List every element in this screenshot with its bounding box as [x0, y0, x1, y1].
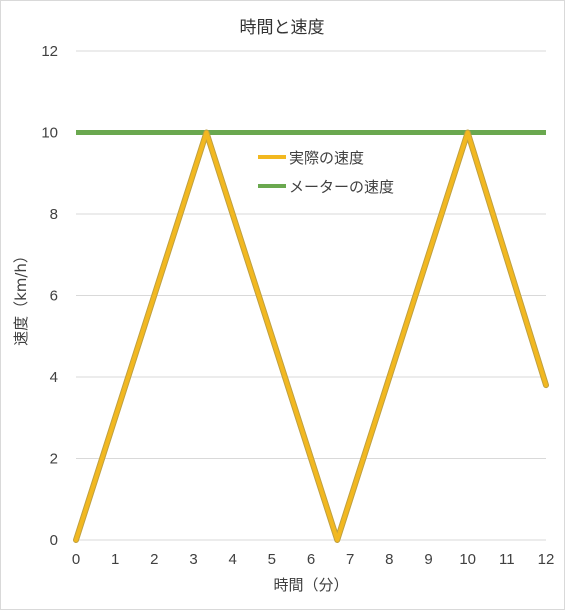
legend-label: 実際の速度: [289, 149, 364, 167]
x-tick-label: 0: [72, 551, 80, 568]
x-tick-label: 9: [424, 551, 432, 568]
x-tick-labels: 0 1 2 3 4 5 6 7 8 9 10 11 12: [72, 551, 555, 568]
x-tick-label: 5: [268, 551, 276, 568]
y-tick-label: 10: [41, 125, 58, 142]
y-tick-label: 0: [50, 532, 58, 549]
series-lines: [73, 129, 549, 543]
x-tick-label: 10: [459, 551, 476, 568]
x-tick-label: 2: [150, 551, 158, 568]
y-tick-label: 6: [50, 288, 58, 305]
x-tick-label: 3: [189, 551, 197, 568]
x-tick-label: 4: [228, 551, 236, 568]
chart-title: 時間と速度: [240, 18, 325, 38]
y-tick-label: 8: [50, 206, 58, 223]
y-tick-label: 4: [50, 369, 58, 386]
x-tick-label: 8: [385, 551, 393, 568]
x-tick-label: 12: [538, 551, 555, 568]
y-axis-label: 速度（km/h）: [12, 248, 30, 346]
x-tick-label: 6: [307, 551, 315, 568]
y-tick-label: 2: [50, 451, 58, 468]
legend-label: メーターの速度: [289, 178, 394, 196]
x-tick-label: 11: [499, 551, 515, 568]
x-tick-label: 1: [111, 551, 119, 568]
series-line-actual-speed: [74, 130, 548, 542]
y-tick-label: 12: [41, 43, 58, 60]
x-tick-label: 7: [346, 551, 354, 568]
y-tick-labels: 0 2 4 6 8 10 12: [41, 43, 58, 549]
x-axis-label: 時間（分）: [273, 576, 348, 594]
